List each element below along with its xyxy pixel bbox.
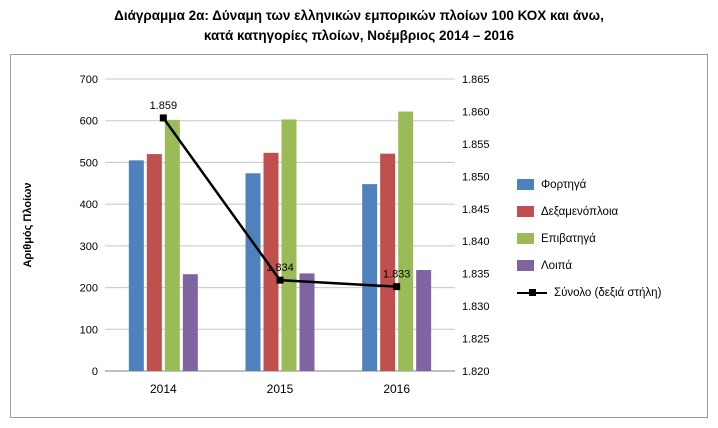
total-data-label-2015: 1.834 — [266, 262, 294, 274]
legend-label: Φορτηγά — [541, 178, 587, 191]
chart-title-line1: Διάγραμμα 2α: Δύναμη των ελληνικών εμπορ… — [114, 8, 604, 23]
bar-series1-2016 — [380, 153, 396, 371]
chart-title: Διάγραμμα 2α: Δύναμη των ελληνικών εμπορ… — [0, 6, 718, 46]
bar-series2-2015 — [281, 119, 297, 371]
legend-item-0: Φορτηγά — [517, 171, 661, 198]
chart-legend: Φορτηγά Δεξαμενόπλοια Επιβατηγά Λοιπά Σύνολο… — [517, 171, 661, 306]
bar-series0-2015 — [245, 173, 261, 371]
legend-item-2: Επιβατηγά — [517, 225, 661, 252]
legend-swatch — [517, 233, 534, 244]
legend-label: Δεξαμενόπλοια — [541, 205, 619, 218]
bar-series1-2015 — [263, 152, 279, 371]
right-axis-tick: 1.850 — [462, 171, 490, 183]
left-axis-tick: 600 — [80, 116, 98, 128]
chart-frame: 0 100 200 300 400 500 600 700 1.820 1.825 1.830 1.8… — [10, 54, 708, 418]
legend-label: Λοιπά — [541, 259, 573, 272]
legend-label: Σύνολο (δεξιά στήλη) — [554, 286, 662, 299]
chart-canvas: 0 100 200 300 400 500 600 700 1.820 1.825 1.830 1.8… — [22, 74, 490, 396]
left-axis-tick: 500 — [80, 157, 98, 169]
left-axis-tick: 200 — [80, 283, 98, 295]
bar-series2-2016 — [398, 111, 414, 371]
x-axis-label-2016: 2016 — [383, 382, 410, 396]
bar-series3-2016 — [416, 270, 432, 371]
total-line-marker-2014 — [159, 114, 167, 122]
right-axis-tick: 1.845 — [462, 204, 490, 216]
left-axis-tick: 300 — [80, 241, 98, 253]
legend-item-3: Λοιπά — [517, 252, 661, 279]
bar-series2-2014 — [164, 119, 180, 371]
bar-series0-2014 — [128, 160, 144, 371]
right-axis-tick: 1.865 — [462, 74, 490, 86]
left-axis-tick: 700 — [80, 74, 98, 86]
right-axis-tick: 1.835 — [462, 269, 490, 281]
left-axis-tick: 400 — [80, 199, 98, 211]
total-line-marker-2015 — [276, 276, 284, 284]
total-data-label-2014: 1.859 — [150, 100, 178, 112]
right-axis-tick: 1.840 — [462, 236, 490, 248]
x-axis-label-2015: 2015 — [267, 382, 294, 396]
legend-swatch — [517, 260, 534, 271]
legend-swatch — [517, 206, 534, 217]
legend-swatch — [517, 179, 534, 190]
right-axis-tick: 1.855 — [462, 139, 490, 151]
right-axis-tick: 1.830 — [462, 301, 490, 313]
legend-item-4: Σύνολο (δεξιά στήλη) — [517, 279, 661, 306]
legend-label: Επιβατηγά — [541, 232, 596, 245]
total-line-marker-2016 — [393, 283, 401, 291]
total-data-label-2016: 1.833 — [383, 269, 411, 281]
bar-series3-2014 — [182, 274, 198, 371]
left-axis-tick: 0 — [92, 366, 98, 378]
right-axis-tick: 1.860 — [462, 106, 490, 118]
right-axis-tick: 1.820 — [462, 366, 490, 378]
legend-item-1: Δεξαμενόπλοια — [517, 198, 661, 225]
bar-series3-2015 — [299, 273, 315, 371]
y-axis-title: Αριθμός Πλοίων — [22, 182, 34, 267]
chart-title-line2: κατά κατηγορίες πλοίων, Νοέμβριος 2014 –… — [203, 28, 515, 43]
left-axis-tick: 100 — [80, 324, 98, 336]
right-axis-tick: 1.825 — [462, 334, 490, 346]
legend-line-marker — [517, 286, 547, 299]
bar-series1-2014 — [146, 154, 162, 371]
bar-series0-2016 — [362, 184, 378, 371]
x-axis-label-2014: 2014 — [150, 382, 177, 396]
